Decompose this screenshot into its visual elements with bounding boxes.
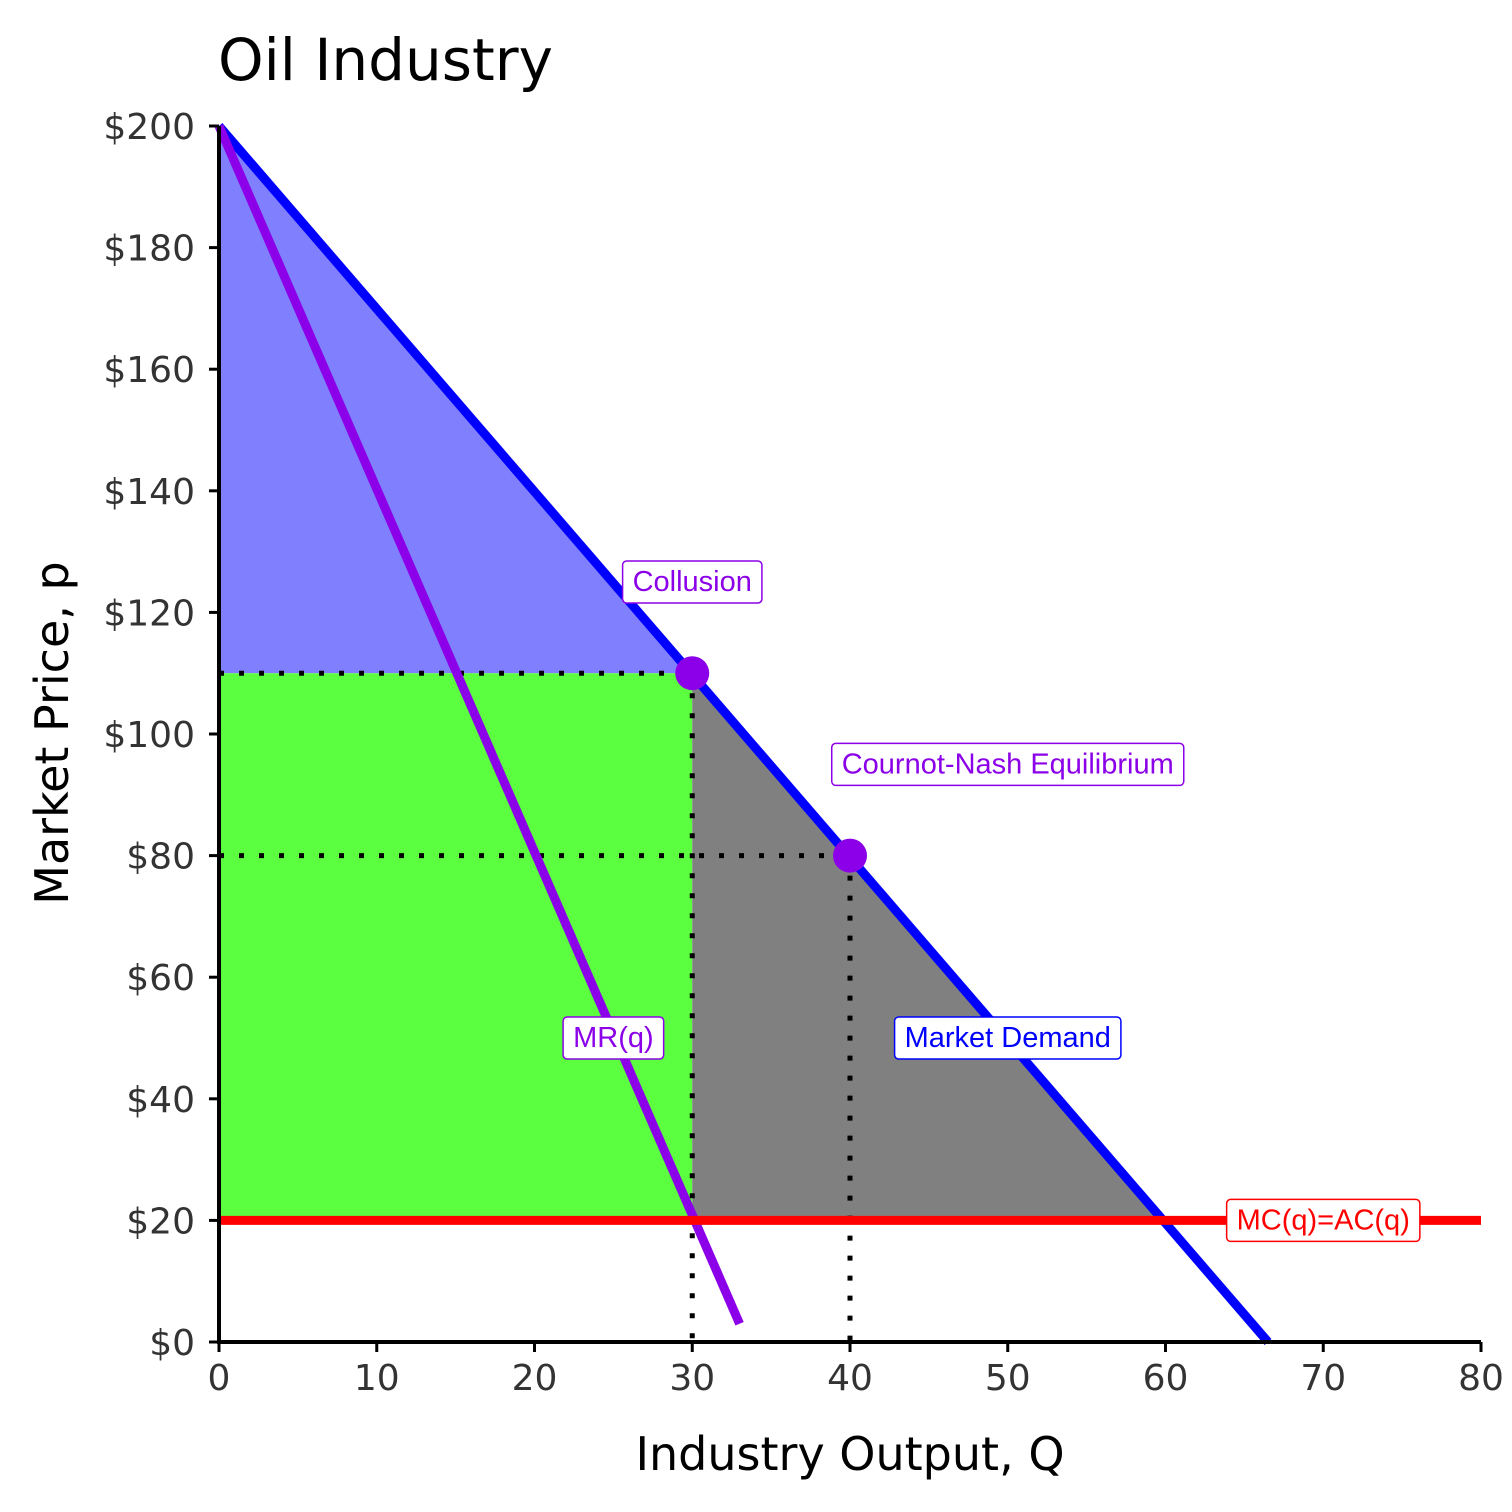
point-cournot-nash-equilibrium bbox=[833, 838, 867, 873]
y-tick-label: $200 bbox=[103, 107, 195, 148]
series-line-market-demand bbox=[215, 123, 1272, 1345]
label-text: Collusion bbox=[633, 566, 752, 598]
x-axis-title: Industry Output, Q bbox=[635, 1427, 1064, 1481]
y-tick-label: $160 bbox=[103, 350, 195, 391]
label-box bbox=[830, 742, 1185, 787]
y-tick-label: $20 bbox=[126, 1201, 195, 1242]
chart-title: Oil Industry bbox=[218, 26, 553, 94]
label-mc-q-ac-q: MC(q)=AC(q) bbox=[1225, 1198, 1421, 1243]
label-text: Cournot-Nash Equilibrium bbox=[842, 748, 1174, 780]
point-collusion bbox=[675, 656, 710, 691]
x-tick-label: 70 bbox=[1300, 1358, 1346, 1399]
label-box bbox=[621, 560, 763, 604]
region-profit bbox=[219, 673, 693, 1221]
label-collusion: Collusion bbox=[621, 560, 763, 604]
annotation-labels: Collusion Cournot-Nash Equilibrium MR(q) Ma… bbox=[562, 560, 1421, 1243]
guide-lines bbox=[219, 670, 853, 1342]
x-tick-label: 30 bbox=[669, 1358, 715, 1399]
label-market-demand: Market Demand bbox=[893, 1016, 1122, 1060]
label-text: MC(q)=AC(q) bbox=[1237, 1204, 1410, 1236]
y-tick-label: $0 bbox=[149, 1323, 195, 1364]
y-tick-label: $80 bbox=[126, 837, 195, 878]
axes: 0 10 20 30 40 50 60 70 80 $0 $20 $40 $60 $80 $100 $120 $… bbox=[103, 107, 1504, 1399]
y-axis-title: Market Price, p bbox=[25, 561, 79, 904]
x-tick-label: 80 bbox=[1458, 1358, 1504, 1399]
x-tick-label: 20 bbox=[512, 1358, 558, 1399]
label-box bbox=[1225, 1198, 1421, 1243]
y-tick-label: $120 bbox=[103, 593, 195, 634]
x-tick-label: 50 bbox=[985, 1358, 1031, 1399]
y-tick-label: $140 bbox=[103, 472, 195, 513]
label-mr-q: MR(q) bbox=[562, 1016, 665, 1060]
points bbox=[675, 656, 867, 873]
series-line-mr-q bbox=[214, 124, 744, 1326]
y-tick-label: $40 bbox=[126, 1080, 195, 1121]
label-cournot-nash-equilibrium: Cournot-Nash Equilibrium bbox=[830, 742, 1185, 787]
x-tick-label: 0 bbox=[208, 1358, 231, 1399]
label-text: Market Demand bbox=[905, 1022, 1111, 1054]
label-box bbox=[562, 1016, 665, 1060]
y-tick-label: $60 bbox=[126, 958, 195, 999]
label-text: MR(q) bbox=[573, 1022, 654, 1054]
x-tick-label: 10 bbox=[354, 1358, 400, 1399]
y-tick-label: $180 bbox=[103, 229, 195, 270]
y-tick-label: $100 bbox=[103, 715, 195, 756]
x-tick-label: 40 bbox=[827, 1358, 873, 1399]
x-tick-label: 60 bbox=[1143, 1358, 1189, 1399]
label-box bbox=[893, 1016, 1122, 1060]
